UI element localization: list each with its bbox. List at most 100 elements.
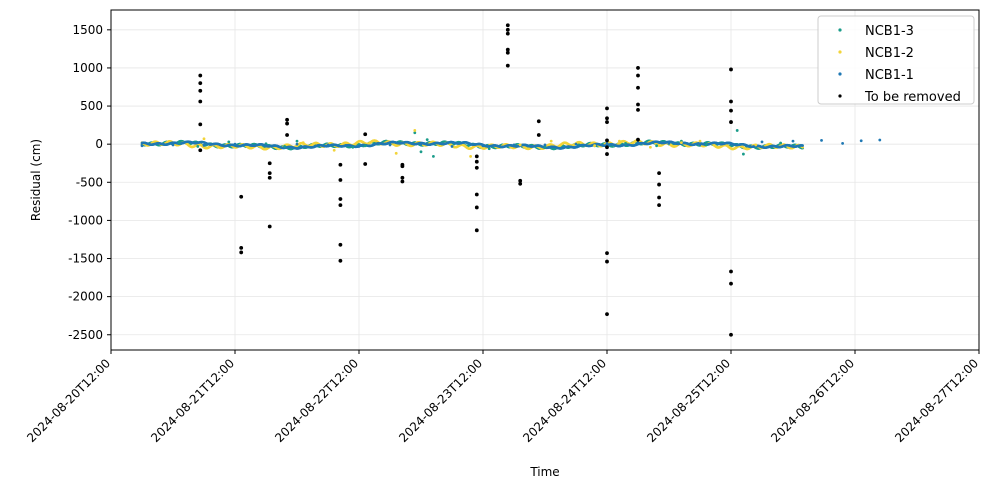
x-tick-label: 2024-08-27T12:00 (892, 356, 981, 445)
data-point (198, 81, 203, 86)
data-point (474, 205, 479, 210)
grid-lines (110, 10, 980, 350)
legend-marker (838, 72, 842, 76)
data-point (474, 165, 479, 170)
data-point (338, 162, 343, 167)
data-point (363, 132, 368, 137)
data-point (202, 143, 206, 147)
data-point (636, 141, 640, 145)
data-point (177, 141, 181, 145)
data-point (413, 129, 417, 132)
data-point (841, 142, 844, 145)
data-point (729, 67, 733, 72)
data-point (363, 144, 367, 148)
y-tick-label: 1000 (72, 61, 103, 75)
data-point (820, 138, 823, 142)
data-point (605, 145, 609, 150)
data-point (481, 144, 485, 148)
legend-label: NCB1-1 (865, 68, 914, 83)
data-point (605, 138, 609, 143)
x-tick-label: 2024-08-23T12:00 (396, 356, 485, 445)
data-point (518, 181, 523, 186)
x-tick-label: 2024-08-24T12:00 (520, 356, 609, 445)
data-point (505, 27, 510, 32)
data-point (338, 178, 343, 182)
data-point (326, 143, 330, 147)
x-tick-label: 2024-08-21T12:00 (148, 356, 237, 445)
data-point (233, 142, 237, 146)
data-point (729, 108, 733, 113)
x-axis-label: Time (529, 465, 559, 479)
legend-label: NCB1-3 (865, 24, 914, 39)
data-point (754, 143, 758, 147)
data-point (505, 63, 510, 68)
data-point (657, 171, 661, 176)
data-point (239, 194, 244, 199)
data-point (512, 143, 516, 147)
y-tick-label: -1500 (68, 252, 103, 266)
data-point (450, 145, 454, 148)
x-tick-label: 2024-08-26T12:00 (768, 356, 857, 445)
series-to-be-removed (198, 23, 733, 337)
data-point (624, 142, 627, 145)
data-point (400, 175, 405, 180)
data-point (285, 133, 289, 137)
x-tick-label: 2024-08-20T12:00 (24, 356, 113, 445)
legend: NCB1-3 NCB1-2 NCB1-1 To be removed (817, 15, 975, 105)
data-point (394, 151, 398, 155)
data-point (140, 144, 144, 148)
legend-label: To be removed (864, 90, 961, 105)
data-point (636, 66, 640, 70)
data-point (363, 162, 368, 166)
data-point (267, 161, 272, 166)
data-point (636, 107, 640, 112)
data-point (605, 116, 609, 121)
data-point (285, 117, 289, 122)
band-point (801, 144, 804, 147)
y-tick-label: -500 (76, 175, 103, 189)
data-point (574, 142, 578, 146)
data-point (859, 139, 863, 143)
data-point (536, 133, 541, 137)
data-point (267, 224, 272, 229)
data-point (505, 47, 510, 52)
data-point (605, 259, 609, 264)
data-point (171, 143, 175, 147)
data-point (338, 258, 343, 263)
data-point (649, 145, 652, 149)
data-point (419, 150, 423, 154)
data-point (605, 251, 609, 256)
legend-marker (838, 28, 842, 32)
x-tick-label: 2024-08-25T12:00 (644, 356, 733, 445)
y-tick-label: 1500 (72, 23, 103, 37)
data-point (636, 73, 640, 78)
data-point (636, 85, 640, 90)
data-point (704, 143, 708, 147)
data-point (474, 154, 479, 159)
y-tick-label: -1000 (68, 213, 103, 227)
legend-marker (838, 94, 842, 98)
data-point (198, 99, 203, 104)
data-point (543, 145, 547, 149)
data-point (487, 147, 491, 151)
series-ncb1-3 (177, 129, 782, 158)
data-point (295, 139, 299, 143)
y-tick-label: 500 (80, 99, 103, 113)
data-point (779, 141, 782, 145)
data-point (239, 250, 244, 255)
data-point (505, 31, 510, 36)
data-point (667, 142, 671, 145)
data-point (474, 228, 479, 233)
data-point (680, 141, 683, 145)
series-ncb1-1 (140, 138, 882, 148)
data-point (655, 144, 658, 148)
plot-frame (110, 9, 980, 351)
data-point (267, 171, 272, 176)
y-axis-label: Residual (cm) (29, 139, 43, 221)
y-tick-label: -2000 (68, 290, 103, 304)
data-point (698, 143, 702, 147)
data-point (469, 154, 472, 158)
band-ncb1-1 (140, 140, 804, 150)
data-point (518, 143, 522, 147)
